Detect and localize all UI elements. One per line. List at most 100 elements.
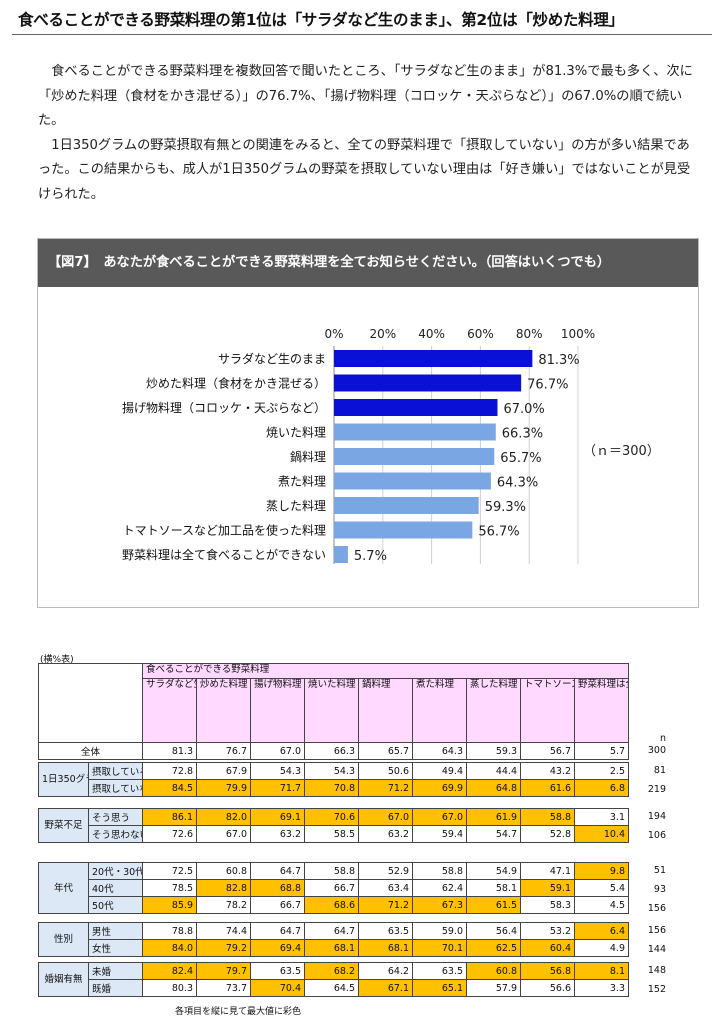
data-cell: 60.4 [520, 939, 575, 957]
group-label: 1日350グラムの野菜 [38, 762, 89, 797]
group-label: 野菜不足 [38, 808, 89, 843]
data-cell: 70.1 [412, 939, 467, 957]
bar [334, 472, 491, 490]
total-cell: 76.7 [196, 742, 251, 760]
data-cell: 6.8 [574, 779, 629, 797]
data-cell: 6.4 [574, 922, 629, 940]
column-header: 揚げ物料理（コロッケ・天ぷらなど） [250, 678, 305, 743]
row-label: 50代 [88, 896, 143, 914]
data-cell: 58.3 [520, 896, 575, 914]
data-cell: 44.4 [466, 762, 521, 780]
column-header: 野菜料理は全て食べることができない [573, 678, 630, 743]
column-header: 蒸した料理 [466, 678, 521, 743]
data-cell: 64.5 [304, 979, 359, 997]
table-footnote: 各項目を縦に見て最大値に彩色 [175, 1007, 302, 1017]
data-cell: 62.4 [412, 879, 467, 897]
data-cell: 65.1 [412, 979, 467, 997]
data-cell: 58.1 [466, 879, 521, 897]
data-cell: 64.2 [358, 962, 413, 980]
data-cell: 64.7 [250, 922, 305, 940]
data-cell: 82.8 [196, 879, 251, 897]
data-cell: 59.4 [412, 825, 467, 843]
data-cell: 61.9 [466, 808, 521, 826]
data-cell: 68.1 [304, 939, 359, 957]
row-label: そう思わない [88, 825, 143, 843]
data-cell: 54.7 [466, 825, 521, 843]
n-value: 144 [647, 944, 666, 955]
heading-divider [12, 34, 712, 35]
data-cell: 67.0 [196, 825, 251, 843]
data-cell: 67.0 [412, 808, 467, 826]
n-value: 300 [647, 745, 666, 756]
data-cell: 60.8 [196, 862, 251, 880]
value-label: 59.3% [485, 500, 526, 515]
data-cell: 78.8 [142, 922, 197, 940]
data-cell: 66.7 [304, 879, 359, 897]
data-cell: 68.8 [250, 879, 305, 897]
total-cell: 59.3 [466, 742, 521, 760]
category-label: 焼いた料理 [266, 426, 326, 440]
data-cell: 72.8 [142, 762, 197, 780]
n-value: 51 [653, 865, 666, 876]
column-header: 焼いた料理 [304, 678, 359, 743]
bar [334, 374, 522, 392]
x-tick-label: 60% [467, 327, 494, 341]
group-label: 年代 [38, 862, 89, 914]
x-tick-label: 80% [516, 327, 543, 341]
data-cell: 72.6 [142, 825, 197, 843]
data-cell: 63.2 [250, 825, 305, 843]
data-cell: 84.5 [142, 779, 197, 797]
data-cell: 74.4 [196, 922, 251, 940]
row-label: 既婚 [88, 979, 143, 997]
data-cell: 3.3 [574, 979, 629, 997]
n-value: n [659, 733, 666, 744]
n-value: 81 [653, 765, 666, 776]
n-value: 148 [647, 965, 666, 976]
table-group-block: 1日350グラムの野菜摂取している72.867.954.354.350.649.… [38, 762, 629, 797]
n-value: 152 [647, 984, 666, 995]
n-value: 219 [647, 784, 666, 795]
column-header: サラダなど生のまま [142, 678, 197, 743]
row-label: そう思う [88, 808, 143, 826]
header-blank [38, 663, 143, 743]
table-header-block: 食べることができる野菜料理サラダなど生のまま炒めた料理（食材をかき混ぜる）揚げ物… [38, 663, 630, 760]
data-cell: 58.8 [412, 862, 467, 880]
column-header: 鍋料理 [358, 678, 413, 743]
bar [334, 546, 348, 563]
total-cell: 81.3 [142, 742, 197, 760]
data-cell: 52.9 [358, 862, 413, 880]
data-cell: 43.2 [520, 762, 575, 780]
figure-header: 【図7】 あなたが食べることができる野菜料理を全てお知らせください。（回答はいく… [38, 239, 698, 287]
column-header: 煮た料理 [412, 678, 467, 743]
category-label: 鍋料理 [290, 449, 326, 464]
table-note: (横%表) [40, 655, 74, 665]
data-cell: 86.1 [142, 808, 197, 826]
data-cell: 61.5 [466, 896, 521, 914]
x-tick-label: 100% [561, 327, 595, 341]
data-cell: 3.1 [574, 808, 629, 826]
data-cell: 54.3 [250, 762, 305, 780]
x-tick-label: 0% [324, 327, 343, 341]
body-text: 食べることができる野菜料理を複数回答で聞いたところ、「サラダなど生のまま」が81… [38, 60, 698, 208]
bar [334, 350, 533, 367]
row-label: 男性 [88, 922, 143, 940]
total-cell: 5.7 [573, 742, 630, 760]
data-cell: 67.9 [196, 762, 251, 780]
data-cell: 60.8 [466, 962, 521, 980]
column-header: トマトソースなど加工品を使った料理 [520, 678, 575, 743]
n-value: 93 [653, 884, 666, 895]
data-cell: 5.4 [574, 879, 629, 897]
data-cell: 53.2 [520, 922, 575, 940]
category-label: 野菜料理は全て食べることができない [122, 547, 326, 562]
total-cell: 56.7 [520, 742, 575, 760]
data-cell: 82.4 [142, 962, 197, 980]
data-cell: 68.1 [358, 939, 413, 957]
data-cell: 4.9 [574, 939, 629, 957]
page-heading: 食べることができる野菜料理の第1位は「サラダなど生のまま」、第2位は「炒めた料理… [18, 11, 624, 29]
data-cell: 49.4 [412, 762, 467, 780]
data-cell: 58.8 [520, 808, 575, 826]
bar [334, 521, 473, 539]
category-label: 炒めた料理（食材をかき混ぜる） [146, 376, 326, 391]
group-label: 婚姻有無 [38, 962, 89, 997]
data-cell: 85.9 [142, 896, 197, 914]
